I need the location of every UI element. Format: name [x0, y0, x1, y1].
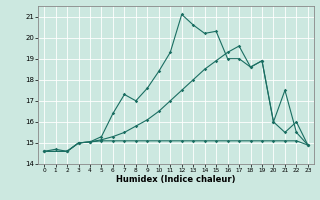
X-axis label: Humidex (Indice chaleur): Humidex (Indice chaleur) [116, 175, 236, 184]
